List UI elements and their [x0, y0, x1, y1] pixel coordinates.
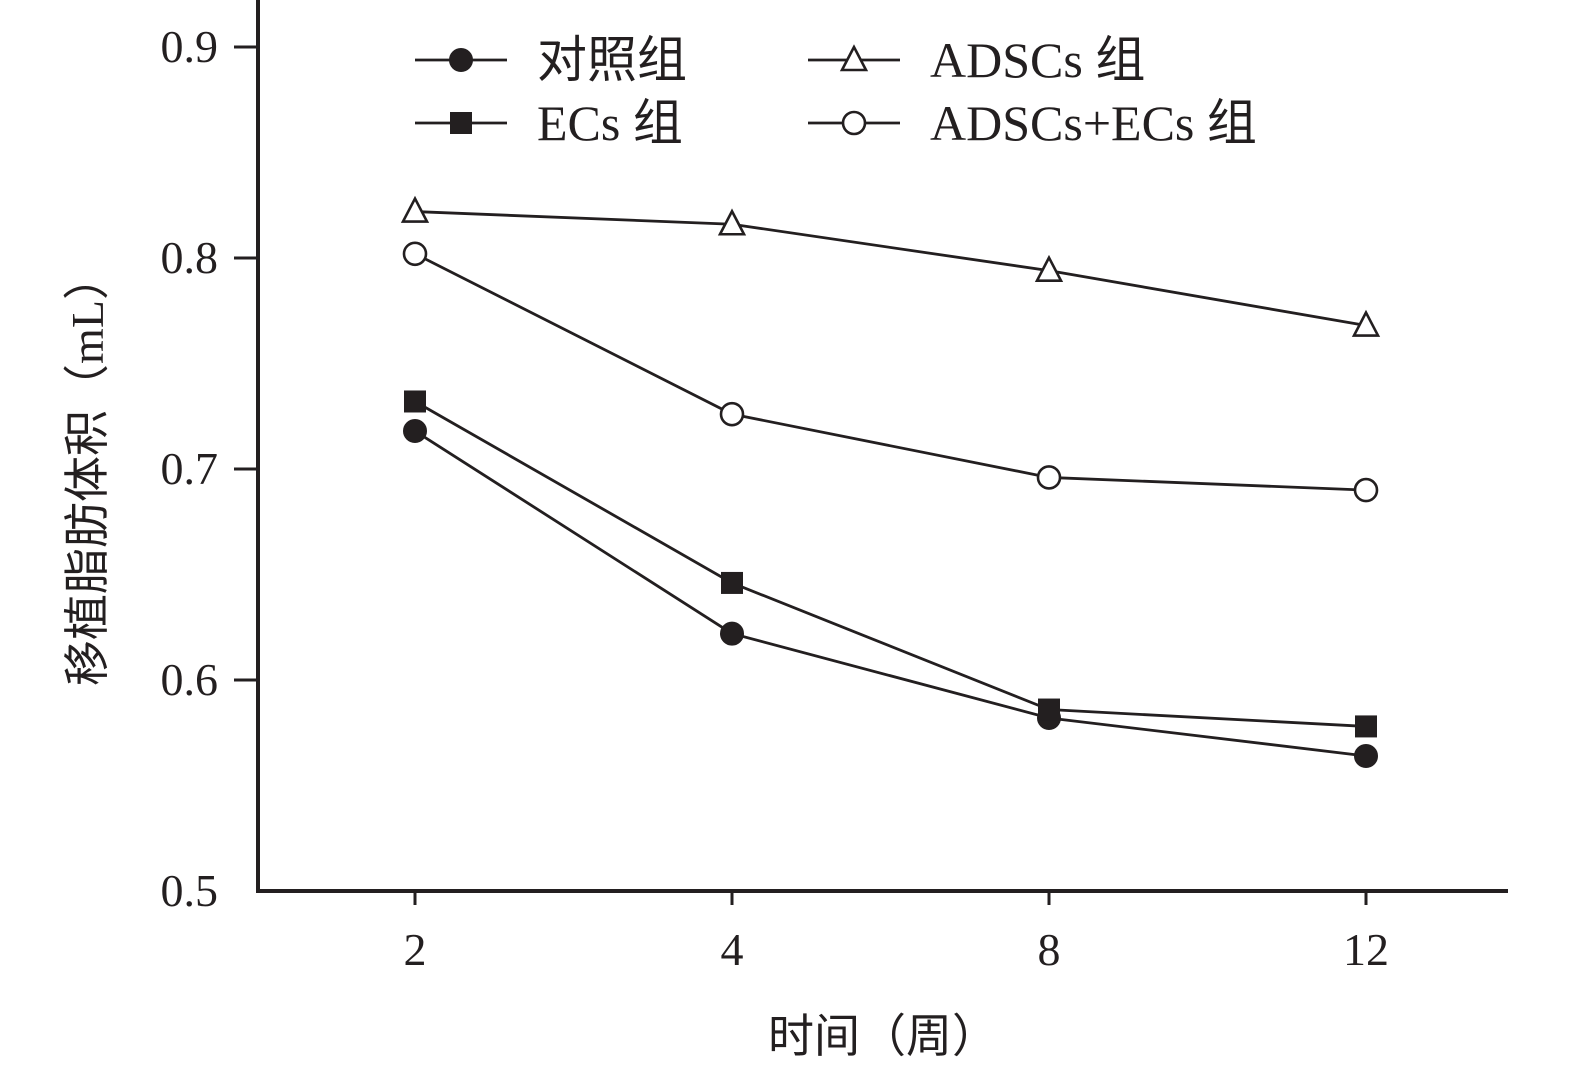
legend-marker: [841, 110, 867, 136]
data-point: [1036, 465, 1062, 490]
series-1: [403, 419, 1378, 768]
data-point: [1038, 698, 1060, 721]
series-group: [400, 195, 1381, 768]
x-tick-label: 12: [1343, 924, 1389, 975]
series-2: [404, 390, 1377, 738]
x-tick-label: 2: [404, 924, 427, 975]
data-point: [721, 571, 743, 594]
x-tick-label: 8: [1038, 924, 1061, 975]
data-point: [1351, 309, 1381, 337]
data-point: [719, 401, 745, 427]
series-line: [414, 252, 1367, 492]
data-point: [1034, 254, 1064, 282]
legend-marker: [839, 44, 869, 72]
x-tick-label: 4: [721, 924, 744, 975]
data-point: [717, 208, 747, 236]
series-4: [402, 241, 1379, 503]
legend-label: 对照组: [537, 32, 687, 88]
legend-marker: [449, 48, 473, 72]
series-line: [414, 429, 1367, 758]
legend-label: ECs 组: [537, 95, 683, 151]
data-point: [402, 241, 428, 267]
y-tick-label: 0.9: [161, 21, 219, 72]
data-point: [1353, 477, 1379, 503]
y-tick-label: 0.5: [161, 865, 219, 916]
y-tick-label: 0.6: [161, 654, 219, 705]
legend-item: ADSCs+ECs 组: [808, 95, 1257, 151]
data-point: [404, 390, 426, 413]
legend-label: ADSCs+ECs 组: [930, 95, 1257, 151]
series-3: [400, 195, 1381, 337]
legend-label: ADSCs 组: [930, 32, 1145, 88]
legend: 对照组 ECs 组 ADSCs 组 ADSCs+ECs 组: [415, 32, 1257, 151]
x-axis-title: 时间（周）: [768, 1011, 998, 1062]
legend-item: ECs 组: [415, 95, 683, 151]
legend-marker: [450, 112, 472, 134]
data-point: [403, 419, 427, 444]
y-tick-label: 0.8: [161, 232, 219, 283]
data-point: [720, 621, 744, 646]
data-point: [1354, 743, 1378, 768]
axes: 0.5 0.6 0.7 0.8 0.9 2 4 8 12: [161, 0, 1508, 975]
legend-item: 对照组: [415, 32, 687, 88]
legend-item: ADSCs 组: [808, 32, 1145, 88]
series-line: [414, 210, 1367, 327]
series-line: [414, 400, 1367, 728]
data-point: [1355, 715, 1377, 738]
y-axis-title: 移植脂肪体积（mL）: [62, 254, 113, 686]
y-tick-label: 0.7: [161, 443, 219, 494]
data-point: [400, 195, 430, 223]
